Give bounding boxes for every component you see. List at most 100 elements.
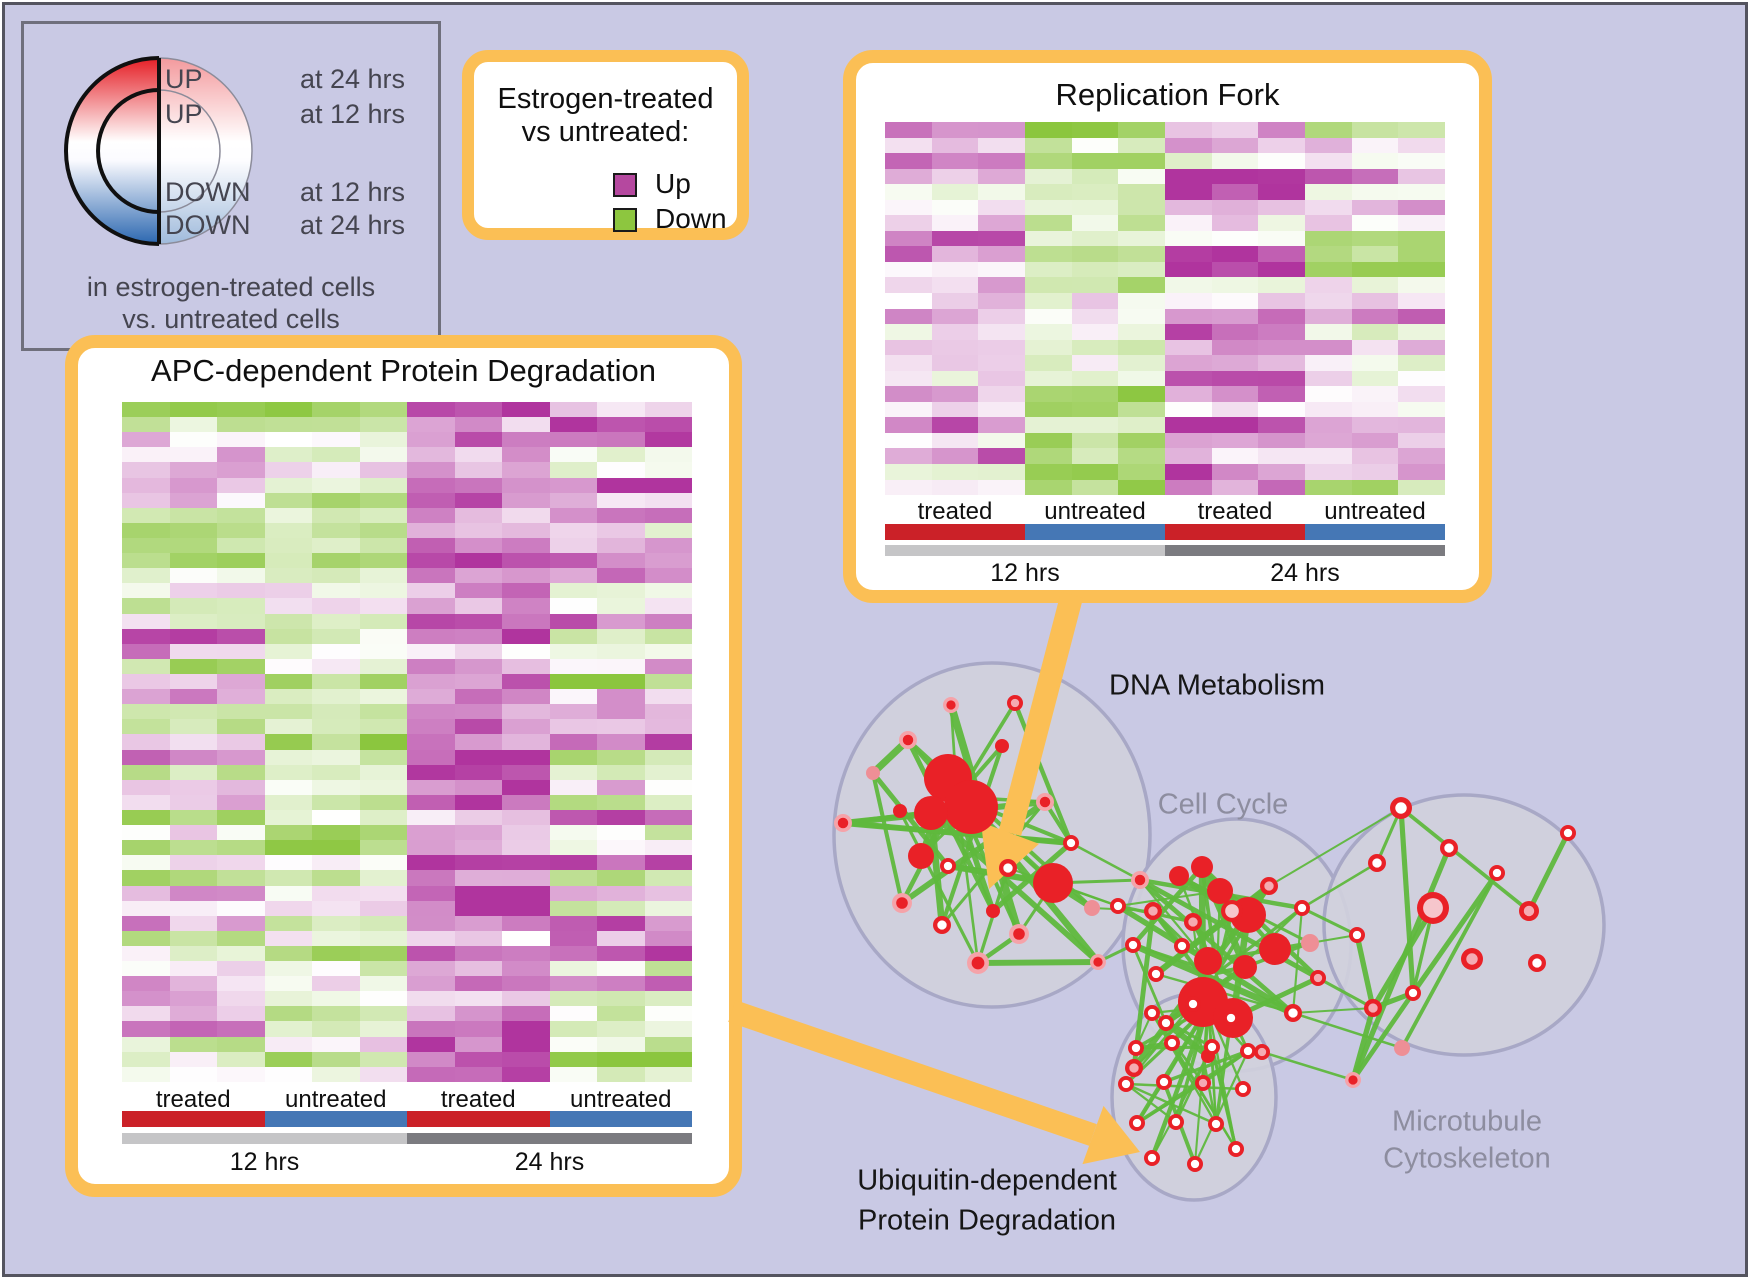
heatmap-cell: [1351, 277, 1399, 294]
heatmap-cell: [407, 915, 455, 931]
heatmap-cell: [597, 522, 645, 538]
heatmap-cell: [359, 477, 407, 493]
heatmap-cell: [1071, 153, 1119, 169]
network-edge: [1135, 1049, 1250, 1125]
heatmap-cell: [454, 1021, 502, 1037]
network-edge: [1229, 914, 1252, 1019]
time-label-12hrs: 12 hrs: [229, 1148, 300, 1176]
heatmap-cell: [1211, 355, 1259, 371]
heatmap-cell: [1258, 293, 1306, 309]
network-edge: [1178, 874, 1311, 945]
heatmap-cell: [502, 764, 550, 780]
ring-legend-direction: UP: [165, 64, 203, 94]
network-edge: [1163, 1049, 1249, 1084]
network-node: [967, 952, 989, 974]
heatmap-cell: [217, 734, 265, 750]
heatmap-cell: [931, 479, 979, 496]
heatmap-cell: [169, 915, 217, 931]
heatmap-cell: [1305, 370, 1352, 387]
heatmap-cell: [885, 401, 932, 418]
heatmap-row: [122, 568, 692, 584]
heatmap-cell: [1305, 137, 1352, 154]
heatmap-cell: [312, 779, 360, 795]
heatmap-cell: [597, 991, 645, 1007]
heatmap-cell: [169, 719, 217, 735]
heatmap-cell: [1351, 261, 1399, 278]
heatmap-cell: [502, 583, 550, 599]
heatmap-cell: [1165, 479, 1212, 496]
heatmap-cell: [644, 462, 692, 478]
heatmap-cell: [1351, 339, 1399, 356]
network-edge: [1526, 831, 1571, 913]
heatmap-cell: [1398, 417, 1446, 433]
heatmap-cell: [978, 308, 1026, 325]
ring-legend-row: DOWN at 24 hrs: [165, 211, 405, 239]
heatmap-cell: [122, 568, 170, 584]
heatmap-cell: [549, 583, 597, 599]
heatmap-cell: [644, 628, 692, 644]
heatmap-cell: [122, 1006, 170, 1022]
heatmap-cell: [1351, 153, 1399, 169]
heatmap-cell: [454, 537, 502, 554]
heatmap-cell: [1211, 215, 1259, 231]
heatmap-cell: [1258, 215, 1306, 231]
heatmap-cell: [1398, 448, 1446, 465]
ring-legend-caption-line2: vs. untreated cells: [122, 304, 340, 334]
heatmap-row: [885, 122, 1446, 138]
network-edge: [1165, 1000, 1204, 1025]
network-edge: [1133, 907, 1303, 1069]
network-edge: [842, 820, 1072, 846]
heatmap-cell: [454, 764, 502, 780]
cluster-label-ubiq-line2: Protein Degradation: [858, 1204, 1116, 1237]
heatmap-cell: [1025, 230, 1072, 247]
heatmap-cell: [549, 402, 597, 418]
network-edge: [1012, 702, 1074, 844]
heatmap-cell: [169, 809, 217, 826]
heatmap-cell: [978, 324, 1026, 340]
group-label-untreated: untreated: [570, 1086, 672, 1113]
network-node: [944, 780, 998, 834]
heatmap-cell: [931, 261, 979, 278]
heatmap-cell: [454, 1051, 502, 1067]
heatmap-row: [122, 553, 692, 569]
heatmap-cell: [122, 779, 170, 795]
network-edge: [1132, 943, 1218, 975]
heatmap-cell: [1351, 355, 1399, 371]
heatmap-cell: [1258, 448, 1306, 465]
network-edge: [1200, 866, 1219, 974]
heatmap-cell: [312, 825, 360, 841]
network-node: [1301, 934, 1319, 952]
heatmap-cell: [597, 583, 645, 599]
heatmap-cell: [549, 553, 597, 569]
heatmap-cell: [264, 477, 312, 493]
heatmap-cell: [978, 293, 1026, 309]
network-edge: [1206, 1006, 1238, 1150]
heatmap-cell: [597, 1006, 645, 1022]
network-edge: [1201, 972, 1219, 1003]
network-edge: [919, 796, 959, 857]
heatmap-cell: [1258, 168, 1306, 185]
heatmap-cell: [407, 1021, 455, 1037]
heatmap-cell: [359, 522, 407, 538]
heatmap-cell: [312, 568, 360, 584]
heatmap-cell: [1305, 293, 1352, 309]
heatmap-cell: [217, 553, 265, 569]
network-edge: [955, 702, 1017, 798]
heatmap-cell: [1398, 464, 1446, 480]
network-node-center: [1177, 941, 1187, 951]
heatmap-cell: [978, 137, 1026, 154]
heatmap-cell: [407, 402, 455, 418]
heatmap-cell: [549, 673, 597, 690]
heatmap-cell: [169, 764, 217, 780]
network-node-center: [1368, 1003, 1378, 1013]
heatmap-cell: [978, 339, 1026, 356]
heatmap-cell: [407, 825, 455, 841]
heatmap-cell: [1165, 199, 1212, 216]
heatmap-cell: [644, 749, 692, 765]
heatmap-cell: [217, 1051, 265, 1067]
heatmap-cell: [1025, 401, 1072, 418]
heatmap-cell: [1351, 448, 1399, 465]
heatmap-cell: [407, 462, 455, 478]
heatmap-cell: [978, 448, 1026, 465]
network-edge: [1206, 1006, 1214, 1048]
